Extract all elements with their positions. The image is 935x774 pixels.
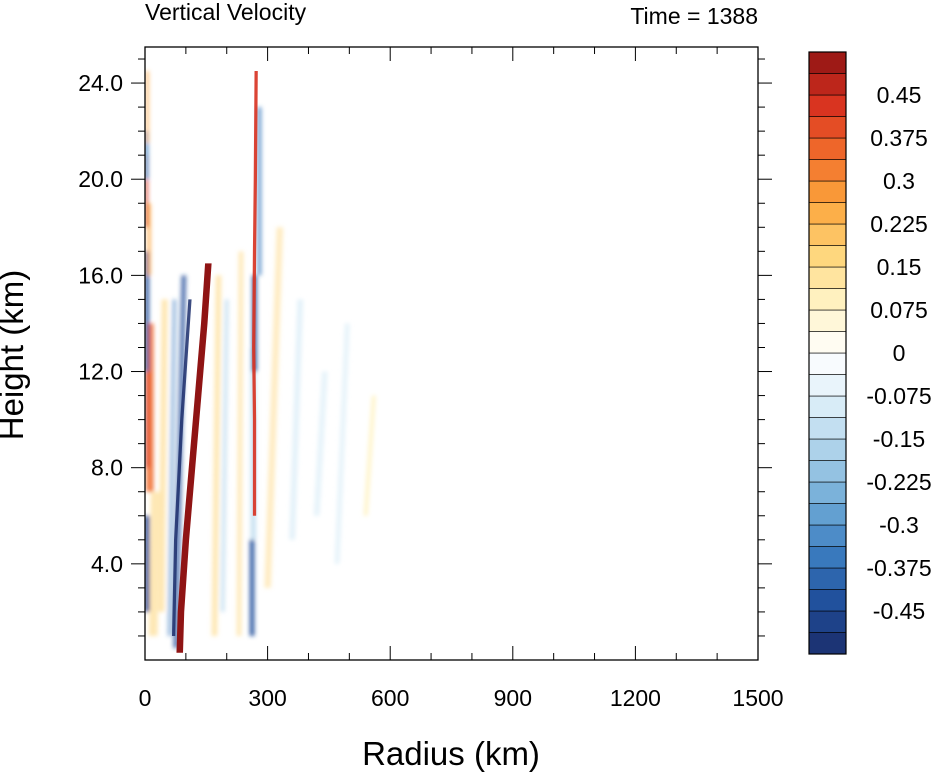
x-axis-tick-labels: 0 300 600 900 1200 1500 <box>139 685 784 711</box>
colorbar-bin <box>808 159 847 182</box>
colorbar-bin <box>808 51 847 74</box>
colorbar-label: 0.3 <box>883 168 915 194</box>
colorbar-bin <box>808 202 847 225</box>
colorbar-bin <box>808 374 847 397</box>
colorbar-bin <box>808 245 847 268</box>
colorbar-bin <box>808 309 847 332</box>
colorbar-bin <box>808 632 847 655</box>
colorbar-bin <box>808 460 847 483</box>
x-tick-label: 1200 <box>610 685 661 711</box>
time-label: Time = 1388 <box>630 3 758 29</box>
colorbar-label: -0.3 <box>879 512 919 538</box>
field-band-5 <box>145 251 150 372</box>
x-tick-label: 900 <box>494 685 532 711</box>
colorbar-bin <box>808 481 847 504</box>
colorbar-frame <box>808 51 847 655</box>
colorbar-bin <box>808 417 847 440</box>
y-tick-label: 24.0 <box>78 70 123 96</box>
colorbar-bin <box>808 116 847 139</box>
axis-ticks <box>131 47 772 660</box>
field-band-2 <box>145 515 150 612</box>
updraft-core <box>176 263 212 653</box>
x-tick-label: 600 <box>371 685 409 711</box>
field-band-1 <box>148 491 160 636</box>
colorbar-label: 0.225 <box>870 211 928 237</box>
field-band-16 <box>249 539 255 636</box>
field-band-13 <box>211 275 222 636</box>
y-axis-label: Height (km) <box>0 270 30 441</box>
x-tick-label: 1500 <box>732 685 783 711</box>
field-band-14 <box>220 299 229 612</box>
colorbar-bin <box>808 223 847 246</box>
colorbar-label: -0.15 <box>873 426 925 452</box>
colorbar-bin <box>808 438 847 461</box>
field-band-15 <box>236 251 244 636</box>
field-band-24 <box>363 395 376 516</box>
colorbar-label: -0.375 <box>866 555 931 581</box>
colorbar-label: 0.075 <box>870 297 928 323</box>
colorbar-bin <box>808 589 847 612</box>
colorbar-label: -0.45 <box>873 598 925 624</box>
colorbar-bin <box>808 331 847 354</box>
y-tick-label: 16.0 <box>78 262 123 288</box>
plot-background <box>145 47 758 660</box>
colorbar-bin <box>808 567 847 590</box>
field-band-22 <box>313 371 328 516</box>
colorbar-label: 0.45 <box>877 82 922 108</box>
colorbar <box>808 51 847 655</box>
x-tick-label: 0 <box>139 685 152 711</box>
field-band-6 <box>147 203 151 276</box>
colorbar-bin <box>808 546 847 569</box>
x-tick-label: 300 <box>248 685 286 711</box>
colorbar-bin <box>808 503 847 526</box>
field-band-21 <box>289 299 304 540</box>
y-tick-label: 8.0 <box>91 455 123 481</box>
colorbar-bin <box>808 352 847 375</box>
colorbar-bin <box>808 395 847 418</box>
field-band-9 <box>146 71 149 144</box>
colorbar-bin <box>808 137 847 160</box>
plot-frame <box>144 46 759 661</box>
colorbar-bin <box>808 288 847 311</box>
field-band-19 <box>257 107 262 276</box>
colorbar-label: 0.375 <box>870 125 928 151</box>
colorbar-label: 0.15 <box>877 254 922 280</box>
colorbar-label: 0 <box>893 340 906 366</box>
field-band-10 <box>158 299 168 612</box>
y-tick-label: 20.0 <box>78 166 123 192</box>
field-band-20 <box>264 227 284 588</box>
y-tick-label: 4.0 <box>91 551 123 577</box>
colorbar-bin <box>808 180 847 203</box>
field-band-11 <box>167 299 177 636</box>
colorbar-bin <box>808 524 847 547</box>
colorbar-label: -0.075 <box>866 383 931 409</box>
field-band-4 <box>145 371 150 468</box>
y-axis-tick-labels: 4.0 8.0 12.0 16.0 20.0 24.0 <box>78 70 123 577</box>
chart-title: Vertical Velocity <box>145 0 307 25</box>
plot-area <box>131 46 772 661</box>
velocity-field <box>145 71 376 653</box>
colorbar-bin <box>808 610 847 633</box>
colorbar-labels: 0.45 0.375 0.3 0.225 0.15 0.075 0 -0.075 -0.15 -0… <box>866 82 931 624</box>
colorbar-bin <box>808 73 847 96</box>
colorbar-bin <box>808 94 847 117</box>
field-band-23 <box>334 323 350 564</box>
colorbar-label: -0.225 <box>866 469 931 495</box>
x-axis-label: Radius (km) <box>362 735 540 772</box>
inner-downdraft-band <box>171 299 192 636</box>
y-tick-label: 12.0 <box>78 359 123 385</box>
outer-updraft-band <box>252 71 258 516</box>
colorbar-bin <box>808 266 847 289</box>
